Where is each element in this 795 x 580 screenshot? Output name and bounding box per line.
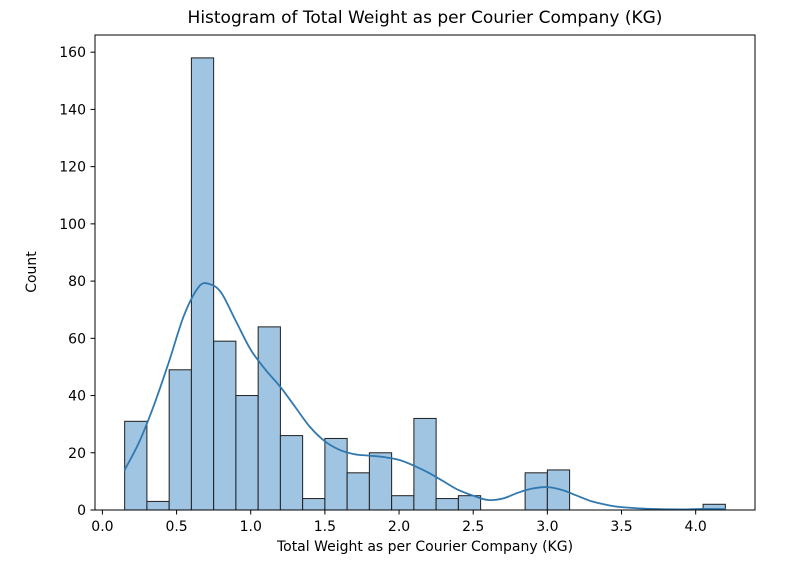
x-axis-label: Total Weight as per Courier Company (KG) [276, 539, 573, 555]
bars-layer [124, 57, 726, 511]
y-axis-label: Count [24, 251, 40, 293]
y-tick-label: 40 [68, 389, 86, 405]
histogram-bar [524, 472, 548, 511]
histogram-bar [279, 435, 304, 511]
x-tick-label: 1.0 [240, 519, 262, 535]
y-tick-label: 120 [59, 160, 86, 176]
histogram-bar [168, 369, 192, 511]
histogram-bar [302, 498, 326, 511]
histogram-bar [124, 420, 148, 511]
histogram-bar [346, 472, 370, 511]
histogram-bar [257, 326, 281, 511]
x-tick-label: 0.5 [165, 519, 187, 535]
y-tick-label: 160 [59, 45, 86, 61]
x-tick-label: 3.0 [536, 519, 558, 535]
plot-border [94, 34, 756, 511]
y-tick-label: 140 [59, 102, 86, 118]
axes-layer: 0.0 0.5 1.0 1.5 2.0 2.5 3.0 3.5 4.0 0 20 40 60 80 100 1… [59, 34, 756, 535]
x-tick-label: 4.0 [685, 519, 707, 535]
x-tick-label: 0.0 [91, 519, 113, 535]
kde-curve [123, 282, 727, 511]
histogram-bar [413, 417, 437, 511]
histogram-bar [546, 469, 571, 511]
x-tick-label: 2.5 [462, 519, 484, 535]
y-tick-label: 20 [68, 446, 86, 462]
y-tick-label: 100 [59, 217, 86, 233]
chart-title: Histogram of Total Weight as per Courier… [188, 8, 663, 28]
x-tick-label: 2.0 [388, 519, 410, 535]
histogram-bar [435, 498, 459, 511]
x-tick-label: 3.5 [610, 519, 632, 535]
y-tick-label: 60 [68, 331, 86, 347]
histogram-bar [213, 340, 237, 511]
y-tick-label: 80 [68, 274, 86, 290]
y-tick-label: 0 [77, 503, 86, 519]
histogram-bar [368, 452, 393, 511]
histogram-bar [391, 495, 415, 511]
histogram-bar [146, 500, 170, 511]
x-tick-label: 1.5 [314, 519, 336, 535]
histogram-bar [235, 395, 259, 511]
